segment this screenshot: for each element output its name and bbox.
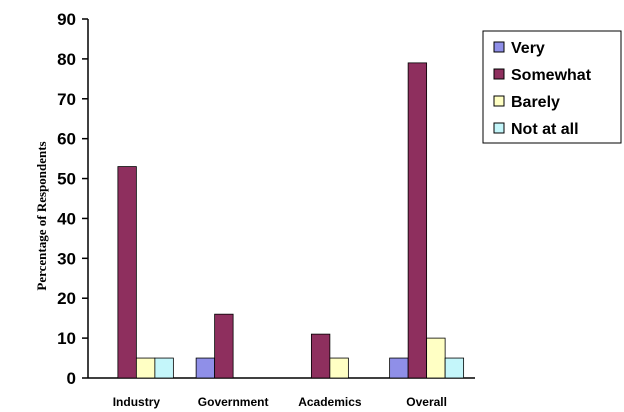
bar-very-government xyxy=(195,357,216,379)
legend-label: Not at all xyxy=(511,121,579,138)
x-axis: Industry Government Academics Overall xyxy=(88,377,475,409)
legend-label: Somewhat xyxy=(511,67,592,84)
y-axis-label: Percentage of Respondents xyxy=(34,141,49,290)
bar-not-at-all-overall xyxy=(444,357,465,379)
bar-very-overall xyxy=(389,357,409,379)
legend-swatch xyxy=(493,122,505,134)
legend-label: Very xyxy=(511,40,545,57)
x-tick-label: Industry xyxy=(113,395,161,409)
y-tick-label: 60 xyxy=(57,130,76,149)
legend-swatch xyxy=(493,41,505,53)
y-tick-label: 80 xyxy=(57,50,76,69)
y-tick-label: 10 xyxy=(57,329,76,348)
bars xyxy=(117,62,465,379)
bar-somewhat-government xyxy=(214,313,234,379)
bar-somewhat-overall xyxy=(407,62,428,379)
bar-barely-academics xyxy=(329,357,349,379)
y-tick-label: 30 xyxy=(57,249,76,268)
bar-not-at-all-industry xyxy=(154,357,174,379)
legend-swatch xyxy=(493,68,505,80)
x-tick-label: Overall xyxy=(406,395,447,409)
legend-label: Barely xyxy=(511,94,560,111)
y-tick-label: 50 xyxy=(57,170,76,189)
x-tick-label: Government xyxy=(198,395,269,409)
y-axis: 0 10 20 30 40 50 60 70 80 90 xyxy=(57,10,89,388)
legend-swatch xyxy=(493,95,505,107)
y-tick-label: 70 xyxy=(57,90,76,109)
x-tick-label: Academics xyxy=(298,395,362,409)
bar-somewhat-academics xyxy=(310,333,331,379)
bar-barely-overall xyxy=(426,337,446,379)
bar-somewhat-industry xyxy=(117,166,137,379)
y-tick-label: 20 xyxy=(57,289,76,308)
y-tick-label: 40 xyxy=(57,209,76,228)
legend: Very Somewhat Barely Not at all xyxy=(482,30,622,144)
legend-box xyxy=(482,30,622,144)
bar-barely-industry xyxy=(135,357,156,379)
y-tick-label: 90 xyxy=(57,10,76,29)
y-tick-label: 0 xyxy=(67,369,76,388)
